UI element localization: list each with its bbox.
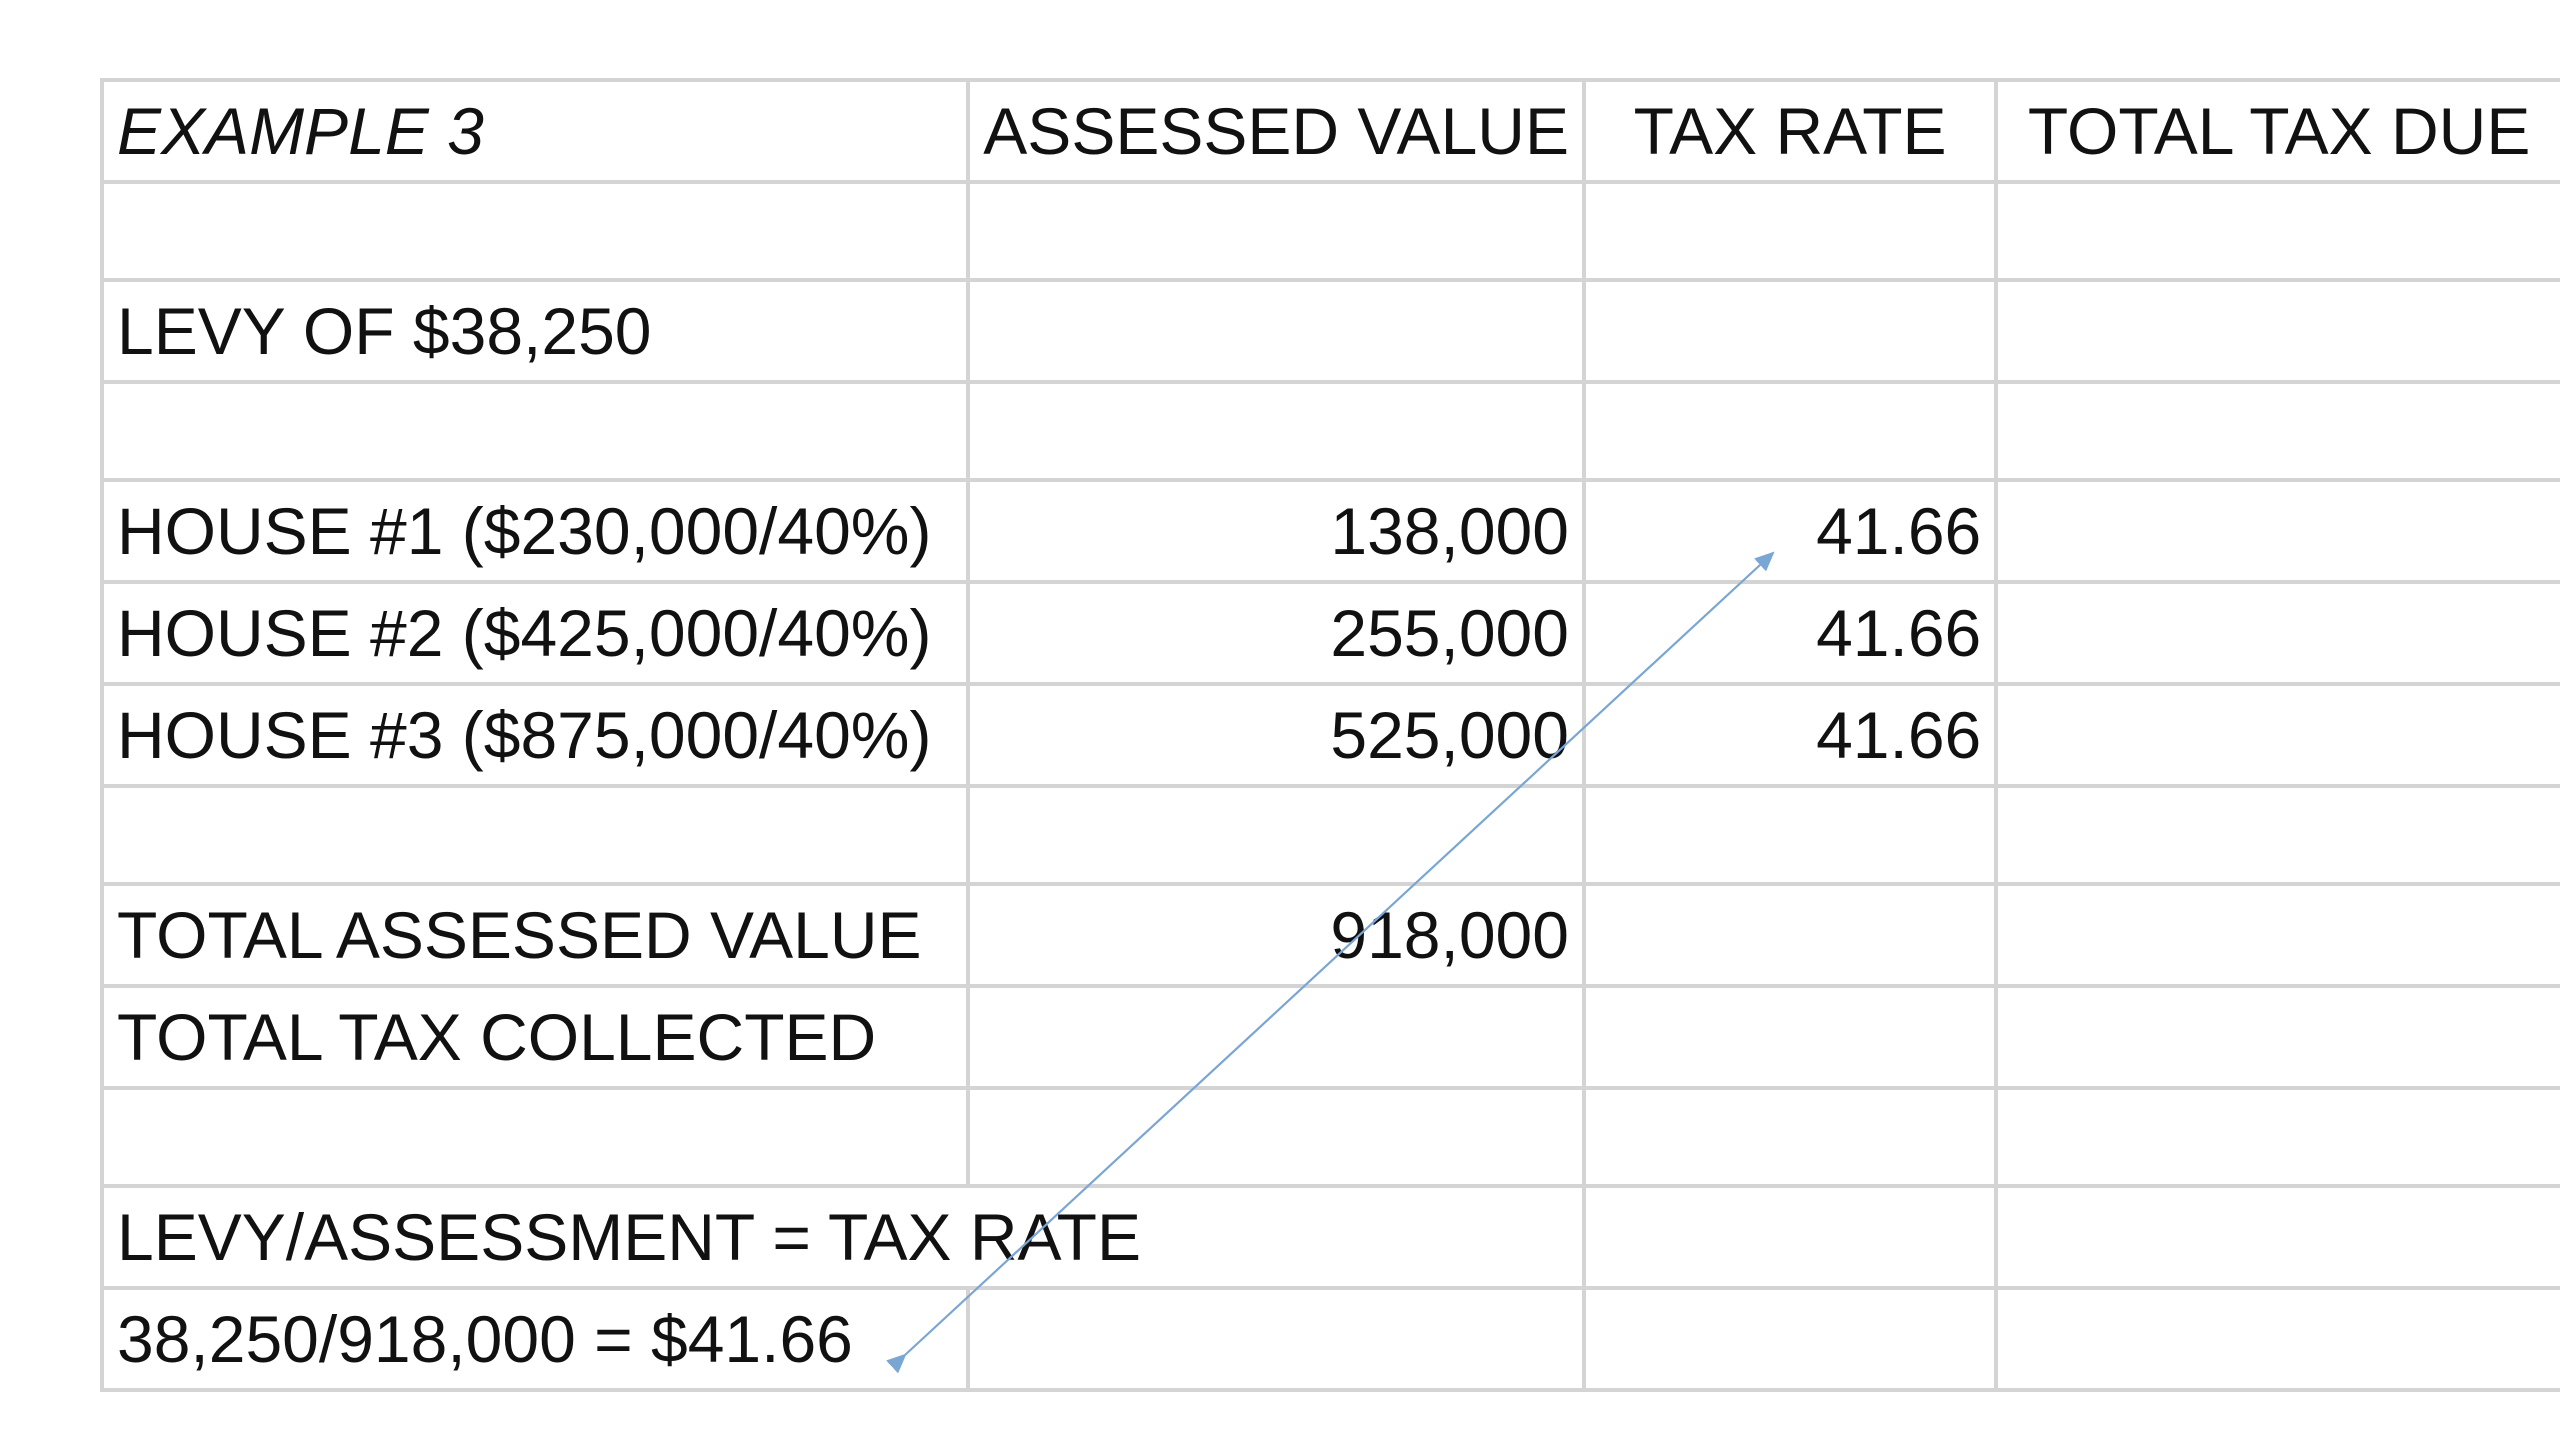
blank-row (99, 180, 2560, 282)
example-title-cell[interactable]: EXAMPLE 3 (99, 78, 971, 184)
header-row: EXAMPLE 3 ASSESSED VALUE TAX RATE TOTAL … (99, 78, 2560, 184)
house-3-total-tax-due-cell[interactable] (1994, 682, 2560, 788)
empty-cell[interactable] (1994, 984, 2560, 1090)
empty-cell[interactable] (99, 784, 971, 886)
empty-cell[interactable] (1994, 180, 2560, 282)
house-2-assessed-value-cell[interactable]: 255,000 (966, 580, 1586, 686)
empty-cell[interactable] (966, 1286, 1586, 1392)
empty-cell[interactable] (1994, 380, 2560, 482)
total-assessed-row: TOTAL ASSESSED VALUE 918,000 (99, 882, 2560, 988)
total-tax-due-header[interactable]: TOTAL TAX DUE (1994, 78, 2560, 184)
formula-result-cell[interactable]: 38,250/918,000 = $41.66 (99, 1286, 971, 1392)
house-row: HOUSE #2 ($425,000/40%) 255,000 41.66 (99, 580, 2560, 686)
house-row: HOUSE #1 ($230,000/40%) 138,000 41.66 (99, 478, 2560, 584)
empty-cell[interactable] (1994, 1184, 2560, 1290)
tax-table: EXAMPLE 3 ASSESSED VALUE TAX RATE TOTAL … (99, 78, 2560, 1392)
empty-cell[interactable] (1581, 1286, 1999, 1392)
empty-cell[interactable] (1581, 180, 1999, 282)
empty-cell[interactable] (1581, 278, 1999, 384)
house-2-label-cell[interactable]: HOUSE #2 ($425,000/40%) (99, 580, 971, 686)
empty-cell[interactable] (966, 278, 1586, 384)
house-1-label-cell[interactable]: HOUSE #1 ($230,000/40%) (99, 478, 971, 584)
empty-cell[interactable] (99, 1086, 971, 1188)
house-1-tax-rate-cell[interactable]: 41.66 (1581, 478, 1999, 584)
total-assessed-label-cell[interactable]: TOTAL ASSESSED VALUE (99, 882, 971, 988)
total-collected-row: TOTAL TAX COLLECTED (99, 984, 2560, 1090)
empty-cell[interactable] (1581, 882, 1999, 988)
blank-row (99, 1086, 2560, 1188)
empty-cell[interactable] (1581, 1086, 1999, 1188)
empty-cell[interactable] (1994, 278, 2560, 384)
empty-cell[interactable] (966, 180, 1586, 282)
empty-cell[interactable] (1994, 882, 2560, 988)
empty-cell[interactable] (1581, 984, 1999, 1090)
house-1-total-tax-due-cell[interactable] (1994, 478, 2560, 584)
empty-cell[interactable] (99, 180, 971, 282)
levy-label-cell[interactable]: LEVY OF $38,250 (99, 278, 971, 384)
house-3-label-cell[interactable]: HOUSE #3 ($875,000/40%) (99, 682, 971, 788)
assessed-value-header[interactable]: ASSESSED VALUE (966, 78, 1586, 184)
empty-cell[interactable] (1994, 1086, 2560, 1188)
empty-cell[interactable] (99, 380, 971, 482)
empty-cell[interactable] (1994, 1286, 2560, 1392)
empty-cell[interactable] (966, 784, 1586, 886)
empty-cell[interactable] (966, 380, 1586, 482)
house-1-assessed-value-cell[interactable]: 138,000 (966, 478, 1586, 584)
house-3-assessed-value-cell[interactable]: 525,000 (966, 682, 1586, 788)
empty-cell[interactable] (1994, 784, 2560, 886)
tax-rate-header[interactable]: TAX RATE (1581, 78, 1999, 184)
levy-row: LEVY OF $38,250 (99, 278, 2560, 384)
total-collected-label-cell[interactable]: TOTAL TAX COLLECTED (99, 984, 971, 1090)
house-3-tax-rate-cell[interactable]: 41.66 (1581, 682, 1999, 788)
house-2-total-tax-due-cell[interactable] (1994, 580, 2560, 686)
empty-cell[interactable] (1581, 1184, 1999, 1290)
blank-row (99, 784, 2560, 886)
house-row: HOUSE #3 ($875,000/40%) 525,000 41.66 (99, 682, 2560, 788)
formula-row: LEVY/ASSESSMENT = TAX RATE (100, 1184, 2560, 1290)
formula-result-row: 38,250/918,000 = $41.66 (99, 1286, 2560, 1392)
empty-cell[interactable] (1581, 784, 1999, 886)
blank-row (99, 380, 2560, 482)
formula-definition-cell[interactable]: LEVY/ASSESSMENT = TAX RATE (100, 1184, 1586, 1290)
house-2-tax-rate-cell[interactable]: 41.66 (1581, 580, 1999, 686)
empty-cell[interactable] (1581, 380, 1999, 482)
total-assessed-value-cell[interactable]: 918,000 (966, 882, 1586, 988)
empty-cell[interactable] (966, 1086, 1586, 1188)
total-collected-value-cell[interactable] (966, 984, 1586, 1090)
